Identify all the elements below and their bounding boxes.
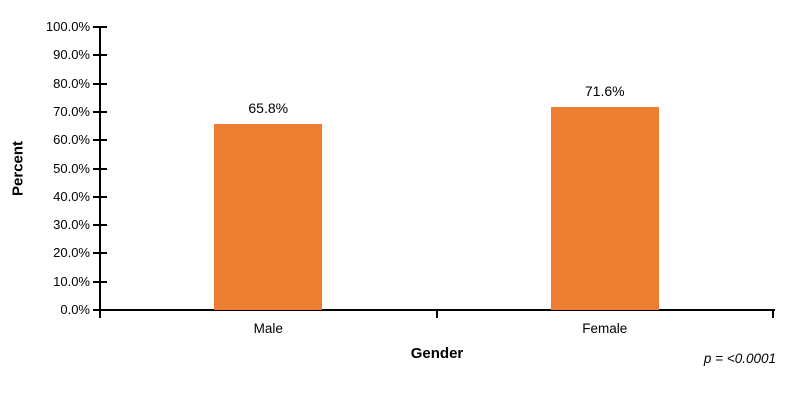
y-tick-label: 50.0% xyxy=(53,160,90,176)
y-tick-label: 20.0% xyxy=(53,245,90,261)
y-tick-mark xyxy=(93,252,107,255)
p-value-annotation: p = <0.0001 xyxy=(703,351,776,366)
bar-value-label: 71.6% xyxy=(584,83,625,100)
y-tick-label: 30.0% xyxy=(53,217,90,233)
y-tick-label: 0.0% xyxy=(60,302,90,317)
y-tick-label: 40.0% xyxy=(53,188,90,204)
y-tick-mark xyxy=(93,195,107,198)
y-tick-mark xyxy=(93,167,107,170)
x-tick-mark xyxy=(99,309,101,318)
y-tick-label: 90.0% xyxy=(53,47,90,63)
y-tick-mark xyxy=(93,110,107,113)
y-tick-label: 80.0% xyxy=(53,75,90,91)
y-tick-label: 60.0% xyxy=(53,132,90,148)
y-tick-mark xyxy=(93,54,107,57)
y-tick-label: 70.0% xyxy=(53,103,90,119)
y-tick-label: 100.0% xyxy=(45,19,90,34)
x-axis-title: Gender xyxy=(410,345,464,362)
y-tick-label: 10.0% xyxy=(53,273,90,289)
y-tick-mark xyxy=(93,82,107,85)
y-axis-title: Percent xyxy=(9,140,27,197)
y-tick-mark xyxy=(93,224,107,227)
bar-value-label: 65.8% xyxy=(248,99,289,116)
bar-female xyxy=(550,107,659,310)
y-tick-mark xyxy=(93,280,107,283)
y-tick-mark xyxy=(93,139,107,142)
x-tick-mark xyxy=(435,309,438,318)
x-tick-mark xyxy=(772,309,774,318)
category-label-male: Male xyxy=(253,321,283,336)
y-tick-mark xyxy=(93,26,107,28)
bar-male xyxy=(214,123,323,310)
category-label-female: Female xyxy=(582,321,628,336)
